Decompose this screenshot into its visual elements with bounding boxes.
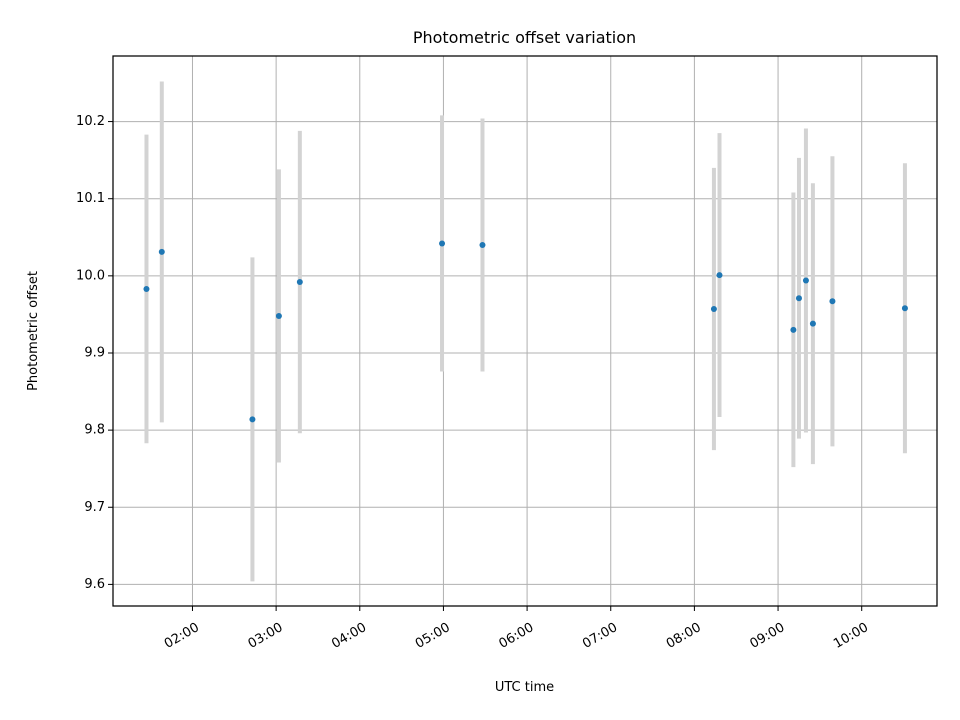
- y-axis-label: Photometric offset: [26, 271, 41, 391]
- data-point: [790, 326, 797, 333]
- y-tick-label: 9.7: [84, 500, 105, 515]
- y-tick-label: 9.8: [84, 423, 105, 438]
- data-point: [809, 320, 816, 327]
- data-point: [795, 295, 802, 302]
- data-points: [143, 240, 908, 423]
- y-tick-label: 10.2: [76, 114, 105, 129]
- chart-title: Photometric offset variation: [413, 28, 636, 47]
- y-tick-label: 10.1: [76, 191, 105, 206]
- data-point: [479, 241, 486, 248]
- data-point: [802, 277, 809, 284]
- data-point: [829, 298, 836, 305]
- y-tick-label: 9.6: [84, 577, 105, 592]
- data-point: [249, 416, 256, 423]
- y-tick-label: 10.0: [76, 268, 105, 283]
- data-point: [275, 312, 282, 319]
- y-axis-ticks: 9.6 9.7 9.8 9.9 10.0 10.1 10.2: [76, 114, 113, 592]
- data-point: [143, 285, 150, 292]
- data-point: [716, 272, 723, 279]
- plot-area-frame: [112, 55, 938, 607]
- data-point: [296, 279, 303, 286]
- data-point: [158, 248, 165, 255]
- y-tick-label: 9.9: [84, 345, 105, 360]
- data-point: [439, 240, 446, 247]
- data-point: [901, 305, 908, 312]
- data-point: [710, 306, 717, 313]
- x-axis-label: UTC time: [495, 680, 554, 695]
